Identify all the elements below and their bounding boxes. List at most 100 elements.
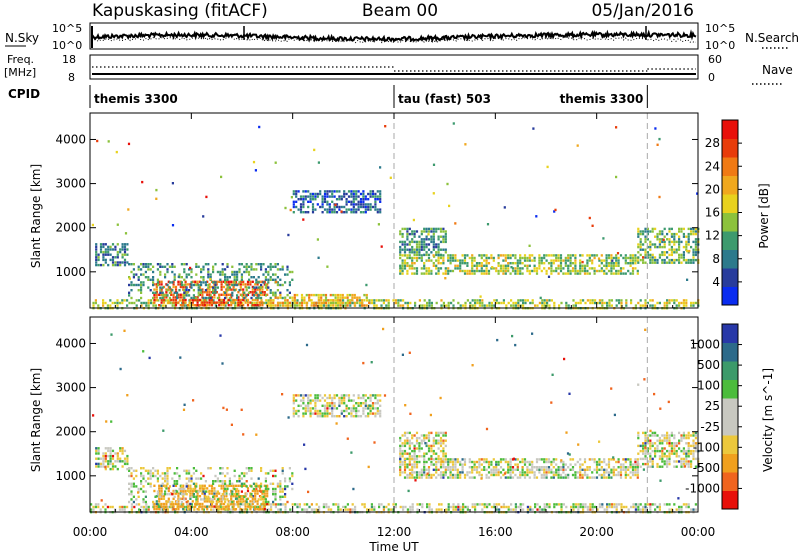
- data-cell: [639, 253, 642, 257]
- data-cell: [550, 272, 553, 275]
- data-cell: [408, 248, 411, 251]
- data-cell: [188, 480, 191, 483]
- data-cell: [339, 299, 342, 302]
- data-cell: [514, 256, 517, 260]
- data-cell: [241, 301, 244, 305]
- data-cell: [399, 230, 402, 233]
- data-cell: [317, 299, 320, 302]
- data-cell: [242, 484, 245, 487]
- data-cell: [128, 291, 131, 294]
- data-cell: [206, 301, 209, 304]
- data-cell: [368, 508, 371, 511]
- data-cell: [654, 503, 657, 506]
- data-cell: [427, 233, 430, 236]
- data-cell: [272, 265, 275, 268]
- data-cell: [402, 299, 405, 302]
- data-cell: [629, 272, 632, 275]
- data-cell: [312, 304, 316, 307]
- data-cell: [183, 508, 186, 511]
- data-cell: [204, 296, 207, 300]
- data-cell: [586, 473, 589, 477]
- data-cell: [463, 460, 467, 464]
- data-cell: [444, 439, 447, 442]
- data-cell: [535, 466, 539, 469]
- data-cell: [250, 467, 253, 470]
- data-cell: [220, 487, 223, 490]
- data-cell: [221, 467, 224, 470]
- data-cell: [302, 195, 305, 198]
- data-cell: [509, 254, 512, 257]
- data-cell: [569, 272, 572, 275]
- data-cell: [605, 267, 608, 270]
- data-cell: [694, 431, 697, 435]
- data-cell: [274, 304, 277, 307]
- data-cell: [225, 301, 228, 304]
- data-cell: [264, 286, 267, 289]
- data-cell: [512, 304, 515, 307]
- data-cell: [164, 490, 167, 493]
- data-cell: [637, 452, 640, 455]
- data-cell: [673, 261, 676, 264]
- data-cell: [364, 198, 367, 201]
- data-cell: [571, 269, 575, 273]
- data-cell: [299, 404, 303, 407]
- data-cell: [111, 256, 115, 259]
- data-cell: [613, 503, 616, 506]
- data-cell: [156, 268, 159, 271]
- data-cell: [225, 296, 228, 299]
- data-cell: [102, 301, 105, 305]
- data-cell: [128, 482, 131, 485]
- data-cell: [292, 399, 295, 402]
- data-cell: [394, 301, 397, 305]
- data-cell: [300, 301, 304, 305]
- data-cell: [533, 476, 536, 479]
- data-cell: [415, 256, 419, 260]
- data-cell: [267, 265, 270, 268]
- data-cell: [680, 462, 683, 466]
- data-cell: [135, 304, 138, 307]
- data-cell: [321, 195, 324, 198]
- data-cell: [692, 230, 695, 233]
- data-cell: [526, 460, 529, 464]
- data-cell: [485, 473, 488, 477]
- data-cell: [345, 404, 348, 407]
- data-cell: [305, 304, 308, 307]
- data-cell: [241, 503, 244, 506]
- data-cell: [625, 304, 628, 307]
- data-cell: [387, 503, 390, 506]
- data-cell: [343, 195, 346, 198]
- data-cell: [588, 458, 591, 461]
- data-cell: [328, 407, 331, 410]
- data-cell: [593, 267, 596, 270]
- data-cell: [331, 396, 334, 400]
- data-cell: [341, 293, 344, 297]
- data-cell: [437, 245, 440, 249]
- data-cell: [355, 407, 358, 410]
- data-cell: [574, 259, 577, 262]
- data-cell: [415, 248, 419, 251]
- data-cell: [548, 299, 551, 302]
- data-cell: [469, 301, 472, 305]
- data-cell: [678, 447, 681, 450]
- data-cell: [637, 462, 640, 466]
- data-cell: [493, 503, 496, 506]
- data-cell: [521, 468, 524, 471]
- data-cell: [202, 278, 205, 281]
- data-cell: [442, 473, 445, 477]
- data-cell: [144, 500, 147, 504]
- data-cell: [156, 278, 159, 281]
- data-cell: [274, 503, 277, 506]
- data-cell: [439, 463, 443, 466]
- data-cell: [437, 227, 440, 231]
- data-cell: [170, 293, 173, 296]
- data-cell: [480, 272, 483, 275]
- data-cell: [248, 291, 251, 294]
- data-cell: [357, 409, 360, 413]
- data-cell: [309, 412, 312, 415]
- data-cell: [387, 304, 390, 307]
- data-cell: [149, 289, 152, 292]
- data-cell: [127, 208, 130, 211]
- data-cell: [262, 273, 265, 276]
- data-cell: [374, 208, 377, 211]
- data-cell: [362, 396, 365, 400]
